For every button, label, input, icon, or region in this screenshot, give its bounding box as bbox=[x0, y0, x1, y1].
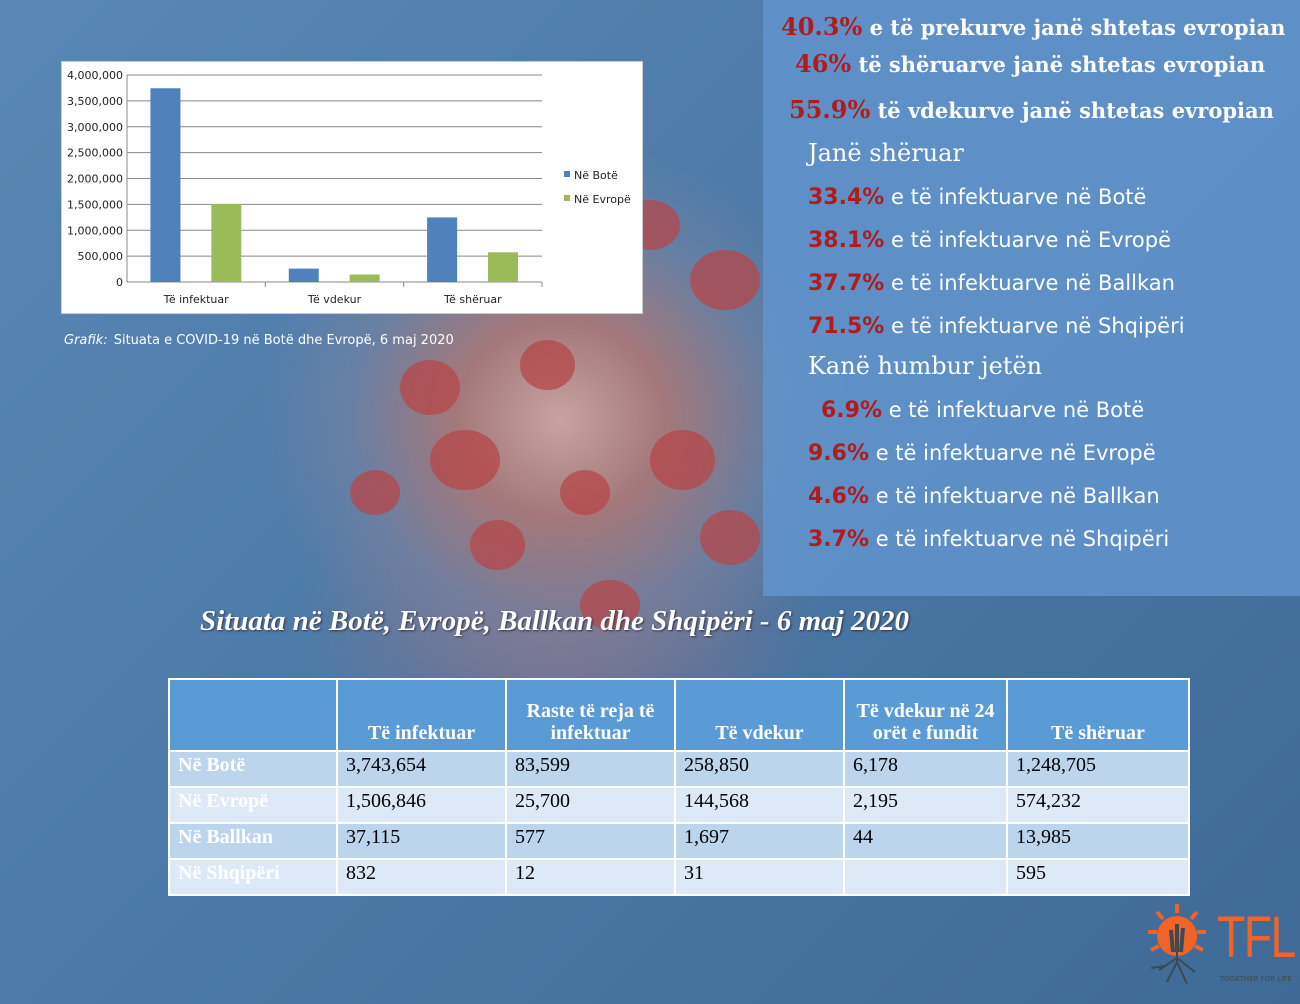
y-tick-label: 3,000,000 bbox=[67, 121, 123, 134]
table-row: Në Shqipëri 832 12 31 595 bbox=[168, 858, 1190, 896]
header-cell: Të vdekur në 24 orët e fundit bbox=[843, 678, 1008, 752]
table-header-row: Të infektuar Raste të reja të infektuar … bbox=[168, 678, 1190, 752]
legend-label: Në Evropë bbox=[574, 193, 631, 206]
table-cell: 258,850 bbox=[674, 750, 845, 788]
row-header: Në Shqipëri bbox=[168, 858, 338, 896]
header-cell: Të infektuar bbox=[336, 678, 507, 752]
chart-caption: Grafik: Situata e COVID-19 në Botë dhe Ev… bbox=[64, 333, 454, 348]
bar-world bbox=[288, 268, 319, 282]
table-cell: 31 bbox=[674, 858, 845, 896]
table-cell: 3,743,654 bbox=[336, 750, 507, 788]
bar-world bbox=[150, 88, 181, 283]
table-cell: 574,232 bbox=[1006, 786, 1190, 824]
eu-share-recovered: 46% të shëruarve janë shtetas evropian bbox=[795, 49, 1266, 78]
table-cell: 12 bbox=[505, 858, 676, 896]
table-row: Në Botë 3,743,654 83,599 258,850 6,178 1,248,… bbox=[168, 750, 1190, 788]
table-cell: 832 bbox=[336, 858, 507, 896]
deaths-world: 6.9% e të infektuarve në Botë bbox=[821, 398, 1145, 423]
eu-share-infected: 40.3% e të prekurve janë shtetas evropia… bbox=[781, 12, 1286, 41]
recovered-balkan: 37.7% e të infektuarve në Ballkan bbox=[808, 271, 1175, 296]
table-cell: 1,506,846 bbox=[336, 786, 507, 824]
header-cell: Të shëruar bbox=[1006, 678, 1190, 752]
deaths-heading: Kanë humbur jetën bbox=[808, 352, 1043, 380]
legend-swatch bbox=[564, 171, 570, 177]
y-tick-label: 2,000,000 bbox=[67, 173, 123, 186]
deaths-balkan: 4.6% e të infektuarve në Ballkan bbox=[808, 484, 1160, 509]
y-tick-label: 1,000,000 bbox=[67, 224, 123, 237]
table-cell: 25,700 bbox=[505, 786, 676, 824]
logo-tagline: TOGETHER FOR LIFE bbox=[1220, 975, 1292, 983]
table-row: Në Ballkan 37,115 577 1,697 44 13,985 bbox=[168, 822, 1190, 860]
header-cell: Të vdekur bbox=[674, 678, 845, 752]
deaths-europe: 9.6% e të infektuarve në Evropë bbox=[808, 441, 1156, 466]
tfl-logo: TFL TOGETHER FOR LIFE bbox=[1145, 900, 1300, 990]
y-tick-label: 500,000 bbox=[78, 250, 124, 263]
table-cell bbox=[843, 858, 1008, 896]
y-tick-label: 3,500,000 bbox=[67, 95, 123, 108]
bar-chart: 0 500,000 1,000,000 1,500,000 2,000,000 2,500… bbox=[61, 61, 643, 314]
recovered-world: 33.4% e të infektuarve në Botë bbox=[808, 185, 1147, 210]
recovered-heading: Janë shëruar bbox=[808, 139, 964, 167]
row-header: Në Botë bbox=[168, 750, 338, 788]
table-title: Situata në Botë, Evropë, Ballkan dhe Shq… bbox=[200, 605, 909, 637]
table-cell: 6,178 bbox=[843, 750, 1008, 788]
stats-panel: 40.3% e të prekurve janë shtetas evropia… bbox=[763, 0, 1300, 596]
bar-europe bbox=[211, 204, 242, 282]
row-header: Në Evropë bbox=[168, 786, 338, 824]
y-tick-label: 4,000,000 bbox=[67, 69, 123, 82]
table-cell: 83,599 bbox=[505, 750, 676, 788]
legend-label: Në Botë bbox=[574, 169, 618, 182]
deaths-albania: 3.7% e të infektuarve në Shqipëri bbox=[808, 527, 1170, 552]
table-row: Në Evropë 1,506,846 25,700 144,568 2,195 574,… bbox=[168, 786, 1190, 824]
table-cell: 595 bbox=[1006, 858, 1190, 896]
header-cell: Raste të reja të infektuar bbox=[505, 678, 676, 752]
bar-europe bbox=[487, 252, 518, 282]
row-header: Në Ballkan bbox=[168, 822, 338, 860]
bar-europe bbox=[349, 274, 380, 282]
x-tick-label: Të vdekur bbox=[307, 293, 362, 306]
logo-name: TFL bbox=[1217, 905, 1296, 970]
y-tick-label: 2,500,000 bbox=[67, 147, 123, 160]
recovered-europe: 38.1% e të infektuarve në Evropë bbox=[808, 228, 1171, 253]
sun-hand-icon bbox=[1148, 904, 1206, 985]
table-cell: 2,195 bbox=[843, 786, 1008, 824]
table-cell: 13,985 bbox=[1006, 822, 1190, 860]
bar-world bbox=[427, 217, 458, 282]
table-cell: 577 bbox=[505, 822, 676, 860]
eu-share-deaths: 55.9% të vdekurve janë shtetas evropian bbox=[789, 95, 1274, 124]
table-cell: 44 bbox=[843, 822, 1008, 860]
table-cell: 1,248,705 bbox=[1006, 750, 1190, 788]
table-cell: 1,697 bbox=[674, 822, 845, 860]
x-tick-label: Të infektuar bbox=[163, 293, 230, 306]
y-tick-label: 1,500,000 bbox=[67, 198, 123, 211]
stats-table: Të infektuar Raste të reja të infektuar … bbox=[168, 678, 1190, 896]
header-cell bbox=[168, 678, 338, 752]
table-cell: 144,568 bbox=[674, 786, 845, 824]
recovered-albania: 71.5% e të infektuarve në Shqipëri bbox=[808, 314, 1185, 339]
chart-svg: 0 500,000 1,000,000 1,500,000 2,000,000 2,500… bbox=[67, 69, 631, 306]
x-tick-label: Të shëruar bbox=[443, 293, 502, 306]
table-cell: 37,115 bbox=[336, 822, 507, 860]
legend-swatch bbox=[564, 195, 570, 201]
y-tick-label: 0 bbox=[116, 276, 123, 289]
